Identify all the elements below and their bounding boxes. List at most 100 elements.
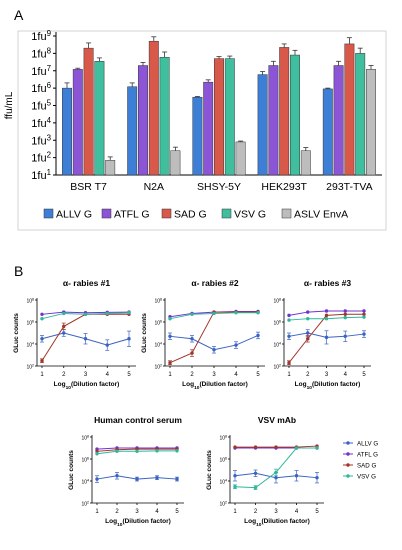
x-tick-label: 2	[306, 372, 310, 378]
x-category-label: HEK293T	[261, 181, 307, 193]
data-point	[62, 324, 66, 329]
data-point	[324, 309, 329, 313]
x-tick-label: 5	[127, 372, 131, 378]
data-point	[105, 311, 109, 316]
y-axis-label: GLuc counts	[13, 313, 20, 353]
legend-label: SAD G	[357, 463, 376, 470]
data-point	[287, 334, 291, 339]
bar	[170, 150, 181, 176]
data-point	[294, 474, 299, 478]
data-point	[83, 312, 88, 317]
subplot-title: Human control serum	[94, 415, 182, 425]
data-point	[62, 331, 66, 335]
bar	[94, 61, 105, 176]
bar	[333, 65, 344, 176]
x-axis-label: Log10(Dilution factor)	[105, 518, 171, 528]
y-tick-label: 102	[26, 364, 34, 371]
data-point	[175, 477, 179, 481]
legend-label: ATFL G	[357, 452, 378, 459]
x-axis-label: Log10(Dilution factor)	[295, 381, 361, 391]
data-point	[274, 475, 278, 480]
data-point	[324, 313, 329, 318]
bar	[268, 65, 279, 176]
x-tick-label: 1	[287, 372, 291, 378]
legend-label: SAD G	[174, 209, 207, 221]
subplot-title: α- rabies #2	[191, 278, 239, 288]
x-tick-label: 2	[115, 509, 119, 515]
panel-label-b: B	[14, 263, 23, 279]
data-point	[190, 337, 194, 341]
panel-label-a: A	[14, 7, 24, 23]
x-axis-label: Log10(Dilution factor)	[182, 381, 248, 391]
legend-label: VSV G	[234, 209, 266, 221]
x-tick-label: 2	[254, 509, 258, 515]
data-point	[253, 471, 258, 476]
x-axis-label: Log10(Dilution factor)	[244, 518, 310, 528]
bar	[148, 40, 159, 176]
x-tick-label: 4	[106, 372, 110, 378]
data-point	[362, 315, 366, 319]
x-tick-label: 1	[233, 509, 237, 515]
data-point	[155, 475, 159, 480]
data-point	[135, 449, 139, 454]
x-category-label: BSR T7	[70, 181, 107, 193]
data-point	[168, 360, 172, 365]
bar	[366, 69, 376, 176]
subplot-title: α- rabies #1	[63, 278, 111, 288]
y-tick-label: 104	[26, 342, 34, 349]
data-point	[115, 449, 119, 454]
x-tick-label: 3	[84, 372, 88, 378]
x-tick-label: 5	[315, 509, 319, 515]
bar	[279, 47, 290, 176]
data-point	[127, 311, 131, 315]
bar	[355, 53, 366, 176]
y-tick-label: 1fu9	[31, 29, 51, 44]
data-point	[190, 351, 194, 355]
data-point	[234, 311, 238, 315]
y-tick-label: 102	[81, 501, 89, 508]
y-tick-label: 108	[26, 298, 34, 305]
data-point	[168, 316, 172, 321]
data-point	[324, 335, 329, 340]
x-tick-label: 1	[40, 372, 44, 378]
x-tick-label: 4	[234, 372, 238, 378]
data-point	[168, 334, 172, 339]
y-tick-label: 108	[81, 435, 89, 442]
bar	[72, 69, 83, 176]
data-point	[40, 312, 44, 317]
data-point	[274, 445, 278, 449]
y-tick-label: 108	[154, 298, 162, 305]
data-point	[324, 316, 329, 321]
legend-marker	[346, 441, 350, 445]
data-point	[127, 337, 131, 341]
y-tick-label: 104	[81, 479, 89, 486]
data-point	[95, 477, 99, 481]
legend-label: VSV G	[357, 474, 376, 481]
y-tick-label: 1fu1	[31, 168, 51, 183]
legend-swatch	[161, 208, 172, 219]
x-tick-label: 4	[295, 509, 299, 515]
data-point	[135, 477, 139, 481]
bar	[159, 56, 170, 176]
data-point	[343, 312, 347, 317]
data-point	[343, 315, 347, 320]
x-tick-label: 1	[95, 509, 99, 515]
data-point	[95, 449, 99, 454]
data-point	[306, 337, 310, 341]
x-tick-label: 4	[155, 509, 159, 515]
data-point	[155, 449, 159, 453]
data-point	[294, 446, 299, 450]
subplot-title: α- rabies #3	[304, 278, 352, 288]
data-point	[253, 485, 258, 490]
data-point	[256, 311, 260, 315]
x-category-label: N2A	[144, 181, 164, 193]
data-point	[253, 445, 258, 449]
y-tick-label: 104	[219, 479, 227, 486]
bar	[203, 81, 214, 176]
bar	[322, 88, 333, 176]
legend-label: ASLV EnvA	[294, 209, 348, 221]
bar	[235, 141, 246, 176]
y-tick-label: 106	[26, 320, 34, 327]
data-point	[212, 348, 216, 352]
